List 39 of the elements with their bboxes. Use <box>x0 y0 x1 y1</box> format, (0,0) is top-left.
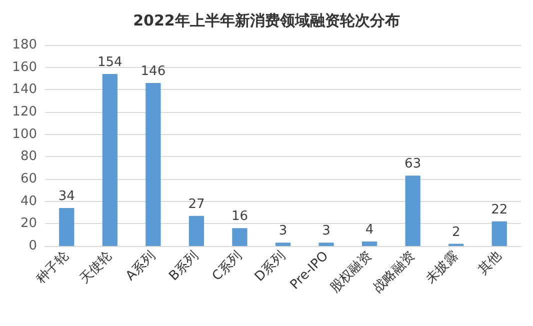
data-label: 63 <box>404 156 422 172</box>
x-tick-label: 战略融资 <box>370 248 418 296</box>
data-label: 22 <box>491 202 508 218</box>
y-tick-label: 60 <box>20 172 37 186</box>
bar <box>405 176 420 246</box>
x-tick-label: B系列 <box>166 248 202 284</box>
data-label: 154 <box>97 55 122 70</box>
data-label: 146 <box>140 64 166 79</box>
data-label: 4 <box>365 222 374 238</box>
y-tick-label: 120 <box>12 104 37 120</box>
x-tick-label: 天使轮 <box>77 248 116 287</box>
bar <box>102 74 118 246</box>
data-label: 16 <box>231 209 248 224</box>
bar <box>188 216 204 246</box>
bar <box>59 208 74 246</box>
bar <box>146 82 161 246</box>
bar <box>318 242 334 246</box>
bar <box>362 242 378 246</box>
x-tick-label: A系列 <box>123 248 158 284</box>
bar <box>232 228 248 246</box>
y-tick-label: 140 <box>12 82 37 98</box>
data-label: 27 <box>188 196 205 212</box>
bar <box>275 242 291 246</box>
y-tick-label: 180 <box>12 38 37 52</box>
y-tick-label: 100 <box>12 126 37 142</box>
x-tick-label: D系列 <box>252 248 288 285</box>
chart-title: 2022年上半年新消费领域融资轮次分布 <box>133 12 400 30</box>
data-label: 2 <box>452 224 460 240</box>
x-tick-label: C系列 <box>210 248 246 284</box>
x-tick-label: 其他 <box>476 248 505 278</box>
x-tick-label: 未披露 <box>423 248 462 287</box>
data-label: 3 <box>278 224 288 239</box>
data-label: 34 <box>58 189 75 204</box>
y-tick-label: 80 <box>20 149 37 164</box>
y-tick-label: 20 <box>20 216 37 232</box>
y-tick-label: 40 <box>20 194 37 209</box>
y-tick-label: 160 <box>12 60 37 75</box>
data-label: 3 <box>322 224 330 239</box>
bar <box>492 221 507 246</box>
